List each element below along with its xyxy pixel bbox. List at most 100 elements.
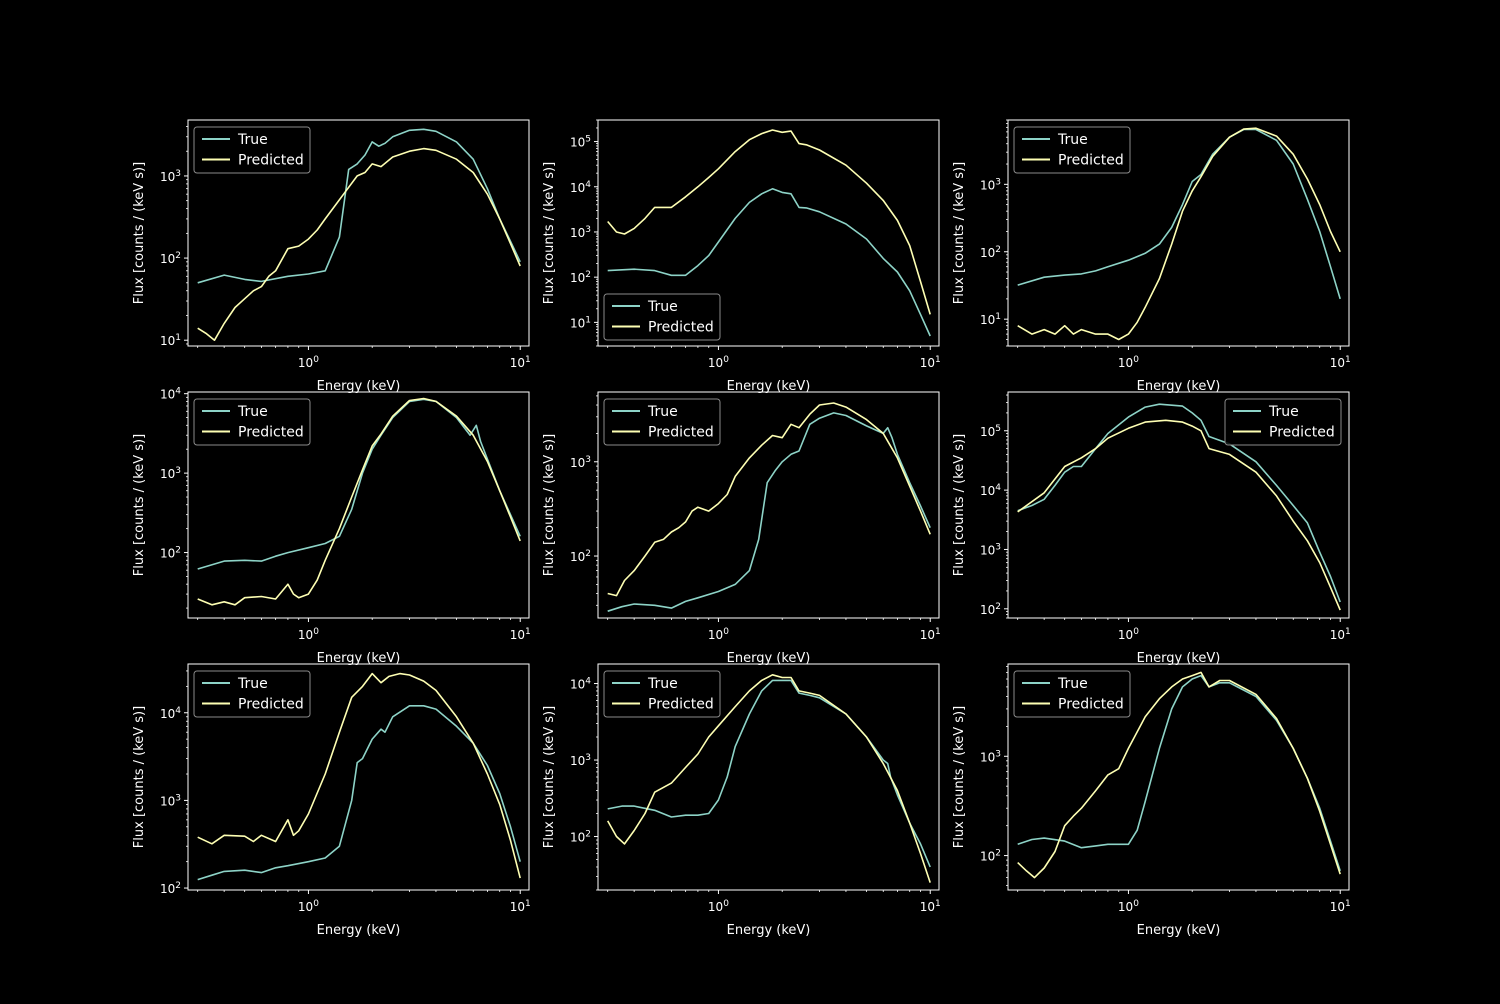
series-line-true (607, 679, 931, 868)
x-axis-label: Energy (keV) (727, 923, 811, 938)
y-tick-label: 102 (160, 546, 181, 561)
x-tick-label: 101 (510, 355, 531, 370)
y-tick-label: 103 (980, 542, 1001, 557)
legend-label-true: True (237, 676, 268, 692)
legend-label-predicted: Predicted (1058, 697, 1124, 713)
legend: True Predicted (1224, 398, 1342, 446)
legend-label-true: True (647, 299, 678, 315)
legend-label-predicted: Predicted (238, 153, 304, 169)
y-axis-label: Flux [counts / (keV s)] (132, 162, 147, 304)
series-line-true (197, 705, 521, 881)
x-axis-label: Energy (keV) (317, 379, 401, 394)
legend-label-true: True (647, 404, 678, 420)
axes-frame (1007, 663, 1350, 891)
y-tick-label: 102 (570, 270, 591, 285)
legend: True Predicted (603, 293, 721, 341)
y-tick-label: 102 (160, 251, 181, 266)
y-tick-label: 104 (980, 483, 1001, 498)
x-tick-label: 101 (510, 627, 531, 642)
legend-label-true: True (647, 676, 678, 692)
legend: True Predicted (603, 670, 721, 718)
axes-frame (187, 663, 530, 891)
legend: True Predicted (193, 126, 311, 174)
series-line-predicted (1017, 671, 1341, 879)
x-tick-label: 100 (1118, 899, 1139, 914)
y-tick-label: 103 (160, 466, 181, 481)
legend: True Predicted (1013, 126, 1131, 174)
x-tick-label: 101 (920, 355, 941, 370)
legend: True Predicted (603, 398, 721, 446)
axes-frame (597, 391, 940, 619)
x-tick-label: 100 (1118, 355, 1139, 370)
legend-label-true: True (237, 404, 268, 420)
y-axis-label: Flux [counts / (keV s)] (952, 434, 967, 576)
series-line-predicted (607, 402, 931, 597)
x-axis-label: Energy (keV) (727, 379, 811, 394)
y-axis-label: Flux [counts / (keV s)] (952, 706, 967, 848)
y-tick-label: 102 (160, 881, 181, 896)
x-tick-label: 100 (1118, 627, 1139, 642)
chart-panel-5: 100 101 102 103 Energy (keV) Flux [counts / (… (542, 391, 941, 666)
chart-panel-9: 100 101 102 103 Energy (keV) Flux [counts / (… (952, 663, 1351, 938)
y-axis-label: Flux [counts / (keV s)] (542, 434, 557, 576)
x-axis-label: Energy (keV) (1137, 379, 1221, 394)
y-tick-label: 103 (570, 455, 591, 470)
y-tick-label: 101 (160, 333, 181, 348)
series-line-true (1017, 128, 1341, 300)
x-tick-label: 100 (708, 355, 729, 370)
series-line-predicted (197, 672, 521, 879)
y-tick-label: 101 (570, 315, 591, 330)
x-tick-label: 100 (298, 627, 319, 642)
y-tick-label: 104 (570, 677, 591, 692)
legend: True Predicted (193, 398, 311, 446)
legend-label-predicted: Predicted (238, 697, 304, 713)
series-line-predicted (607, 129, 931, 315)
legend-label-true: True (237, 132, 268, 148)
x-tick-label: 101 (1330, 627, 1351, 642)
chart-panel-4: 100 101 102 103 104 Energy (keV) Flux [counts … (132, 387, 531, 666)
axes-frame (1007, 119, 1350, 347)
legend-label-predicted: Predicted (648, 425, 714, 441)
legend-label-predicted: Predicted (648, 697, 714, 713)
series-line-true (607, 188, 931, 337)
y-tick-label: 103 (570, 753, 591, 768)
x-tick-label: 100 (298, 899, 319, 914)
y-tick-label: 103 (980, 749, 1001, 764)
legend: True Predicted (1013, 670, 1131, 718)
chart-panel-8: 100 101 102 103 104 Energy (keV) Flux [counts … (542, 663, 941, 938)
legend-label-true: True (1057, 676, 1088, 692)
chart-panel-1: 100 101 101 102 103 Energy (keV) Flux [counts … (132, 119, 531, 394)
y-tick-label: 104 (160, 706, 181, 721)
y-tick-label: 102 (570, 549, 591, 564)
x-tick-label: 101 (920, 899, 941, 914)
legend-label-predicted: Predicted (1269, 425, 1335, 441)
legend-label-predicted: Predicted (1058, 153, 1124, 169)
x-tick-label: 100 (298, 355, 319, 370)
chart-panel-6: 100 101 102 103 104 105 Energy (keV) Flux [coun… (952, 391, 1351, 666)
x-axis-label: Energy (keV) (1137, 923, 1221, 938)
axes-frame (597, 119, 940, 347)
y-axis-label: Flux [counts / (keV s)] (132, 706, 147, 848)
x-tick-label: 101 (920, 627, 941, 642)
series-line-predicted (1017, 127, 1341, 341)
y-axis-label: Flux [counts / (keV s)] (952, 162, 967, 304)
y-tick-label: 103 (980, 177, 1001, 192)
y-tick-label: 102 (980, 245, 1001, 260)
series-line-true (197, 128, 521, 284)
x-axis-label: Energy (keV) (1137, 651, 1221, 666)
x-axis-label: Energy (keV) (727, 651, 811, 666)
series-line-predicted (1017, 419, 1341, 611)
x-tick-label: 101 (510, 899, 531, 914)
y-tick-label: 104 (160, 387, 181, 402)
series-line-predicted (197, 397, 521, 606)
y-axis-label: Flux [counts / (keV s)] (542, 706, 557, 848)
chart-panel-3: 100 101 101 102 103 Energy (keV) Flux [counts … (952, 119, 1351, 394)
y-tick-label: 102 (570, 830, 591, 845)
y-tick-label: 102 (980, 602, 1001, 617)
legend-label-predicted: Predicted (648, 320, 714, 336)
y-tick-label: 102 (980, 849, 1001, 864)
x-axis-label: Energy (keV) (317, 923, 401, 938)
series-line-true (607, 412, 931, 612)
x-tick-label: 101 (1330, 899, 1351, 914)
